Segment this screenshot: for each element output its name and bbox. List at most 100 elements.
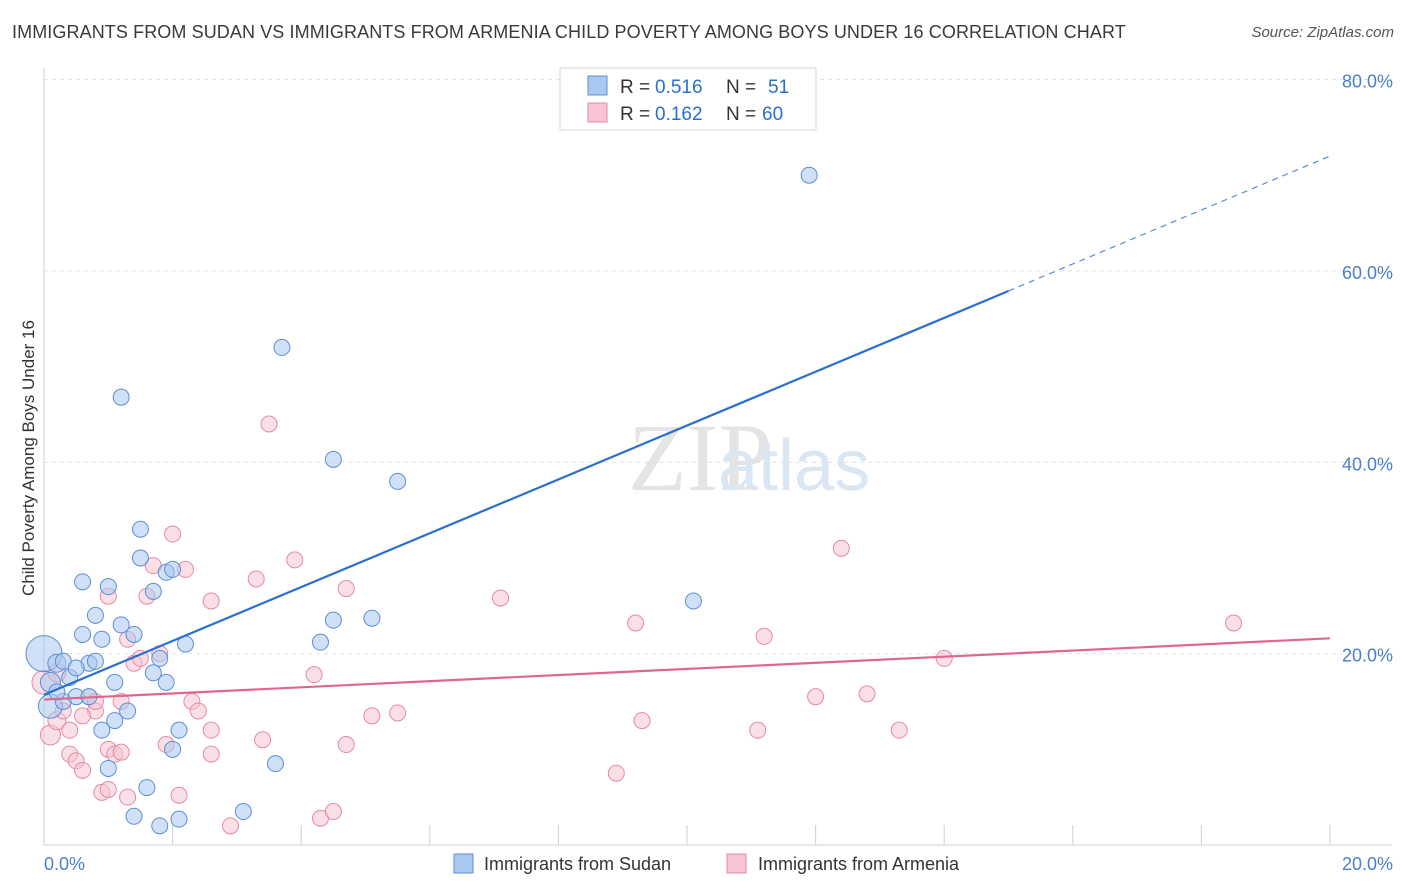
armenia-point — [324, 803, 342, 821]
sudan-point — [151, 649, 169, 667]
armenia-point — [633, 712, 651, 730]
armenia-point — [389, 704, 407, 722]
sudan-point — [170, 721, 188, 739]
bottom-legend-swatch-armenia — [726, 853, 747, 874]
sudan-point — [234, 803, 252, 821]
tick-labels: 20.0% 40.0% 60.0% 80.0% 0.0% 20.0% — [44, 72, 1393, 875]
armenia-point — [607, 764, 625, 782]
sudan-point — [170, 810, 188, 828]
sudan-point — [119, 702, 137, 720]
x-tick-label: 20.0% — [1342, 854, 1393, 874]
sudan-point — [144, 664, 162, 682]
sudan-point — [266, 755, 284, 773]
trend-lines — [43, 155, 1331, 701]
armenia-point — [337, 580, 355, 598]
sudan-point — [164, 560, 182, 578]
watermark: ZIP atlas — [628, 404, 870, 511]
sudan-point — [131, 549, 149, 567]
armenia-points — [31, 415, 1243, 835]
y-axis-label: Child Poverty Among Boys Under 16 — [19, 320, 38, 596]
correlation-legend: R = 0.516 N = 51 R = 0.162 N = 60 — [559, 67, 817, 131]
sudan-point — [86, 606, 104, 624]
y-tick-label: 80.0% — [1342, 72, 1393, 92]
armenia-point — [935, 649, 953, 667]
legend-r-value-armenia: 0.162 — [655, 104, 703, 125]
sudan-point — [106, 712, 124, 730]
sudan-point — [157, 673, 175, 691]
sudan-point — [74, 625, 92, 643]
sudan-point — [144, 582, 162, 600]
y-tick-label: 60.0% — [1342, 263, 1393, 283]
armenia-point — [164, 525, 182, 543]
sudan-point — [138, 779, 156, 797]
armenia-point — [202, 721, 220, 739]
armenia-point — [202, 592, 220, 610]
watermark-atlas: atlas — [718, 426, 870, 506]
watermark-zip: ZIP — [628, 404, 772, 511]
legend-n-value-sudan: 51 — [768, 77, 789, 98]
legend-swatch-sudan — [587, 75, 608, 96]
sudan-point — [131, 520, 149, 538]
chart-title: IMMIGRANTS FROM SUDAN VS IMMIGRANTS FROM… — [12, 22, 1126, 42]
sudan-point — [125, 807, 143, 825]
sudan-point — [99, 759, 117, 777]
sudan-point — [93, 721, 111, 739]
sudan-points — [25, 166, 818, 835]
sudan-point — [99, 578, 117, 596]
armenia-point — [305, 666, 323, 684]
sudan-point — [800, 166, 818, 184]
legend-r-label-sudan: R = — [620, 77, 650, 98]
armenia-point — [260, 415, 278, 433]
armenia-point — [221, 817, 239, 835]
armenia-point — [337, 736, 355, 754]
armenia-point — [202, 745, 220, 763]
sudan-point — [311, 633, 329, 651]
legend-n-label-sudan: N = — [726, 77, 756, 98]
bottom-legend-label-sudan: Immigrants from Sudan — [484, 854, 671, 874]
bottom-legend-label-armenia: Immigrants from Armenia — [758, 854, 960, 874]
legend-r-value-sudan: 0.516 — [655, 77, 703, 98]
sudan-point — [67, 659, 85, 677]
armenia-point — [74, 761, 92, 779]
x-tick-label: 0.0% — [44, 854, 85, 874]
sudan-point — [164, 740, 182, 758]
sudan-point — [324, 450, 342, 468]
sudan-point — [684, 592, 702, 610]
legend-n-value-armenia: 60 — [762, 104, 783, 125]
armenia-point — [74, 707, 92, 725]
y-tick-label: 20.0% — [1342, 646, 1393, 666]
armenia-point — [112, 743, 130, 761]
sudan-point — [112, 616, 130, 634]
source-label: Source: ZipAtlas.com — [1251, 24, 1394, 41]
legend-r-label-armenia: R = — [620, 104, 650, 125]
armenia-point — [492, 589, 510, 607]
sudan-trend-line — [43, 289, 1009, 696]
bottom-legend-swatch-sudan — [453, 853, 474, 874]
legend-swatch-armenia — [587, 102, 608, 123]
sudan-point — [151, 817, 169, 835]
armenia-point — [832, 539, 850, 557]
sudan-point — [363, 609, 381, 627]
armenia-point — [99, 781, 117, 799]
sudan-point — [86, 652, 104, 670]
armenia-point — [807, 688, 825, 706]
armenia-point — [1225, 614, 1243, 632]
series-legend: Immigrants from Sudan Immigrants from Ar… — [453, 853, 960, 874]
armenia-point — [363, 707, 381, 725]
sudan-point — [74, 573, 92, 591]
armenia-point — [170, 786, 188, 804]
sudan-point — [125, 625, 143, 643]
legend-n-label-armenia: N = — [726, 104, 756, 125]
armenia-point — [749, 721, 767, 739]
armenia-point — [858, 685, 876, 703]
sudan-point — [389, 472, 407, 490]
armenia-trend-line — [43, 637, 1331, 701]
y-tick-label: 40.0% — [1342, 454, 1393, 474]
sudan-point — [93, 630, 111, 648]
armenia-point — [890, 721, 908, 739]
sudan-point — [112, 388, 130, 406]
armenia-point — [286, 551, 304, 569]
sudan-trend-extension — [1008, 155, 1331, 292]
sudan-point — [273, 338, 291, 356]
